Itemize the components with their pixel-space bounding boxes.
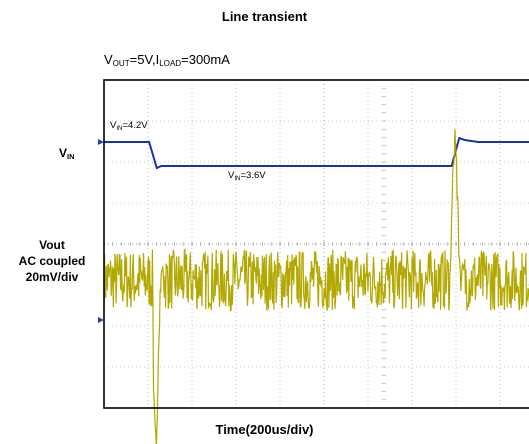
- traces: [103, 129, 529, 444]
- channel-markers: [98, 139, 104, 323]
- vout-trace: [103, 129, 529, 444]
- vin-low-annotation: VIN=3.6V: [228, 170, 266, 182]
- test-condition: VOUT=5V,ILOAD=300mA: [104, 52, 230, 68]
- vin-marker-icon: [98, 139, 104, 145]
- chart-title: Line transient: [221, 9, 308, 24]
- vin-channel-label: VIN: [59, 146, 75, 161]
- vout-channel-label: Vout AC coupled 20mV/div: [18, 238, 86, 284]
- vin-trace: [104, 136, 529, 170]
- vin-high-annotation: VIN=4.2V: [110, 120, 148, 132]
- plot-frame: [103, 79, 529, 409]
- vout-marker-icon: [98, 317, 104, 323]
- x-axis-label: Time(200us/div): [215, 422, 314, 437]
- grid-lines: [103, 79, 529, 409]
